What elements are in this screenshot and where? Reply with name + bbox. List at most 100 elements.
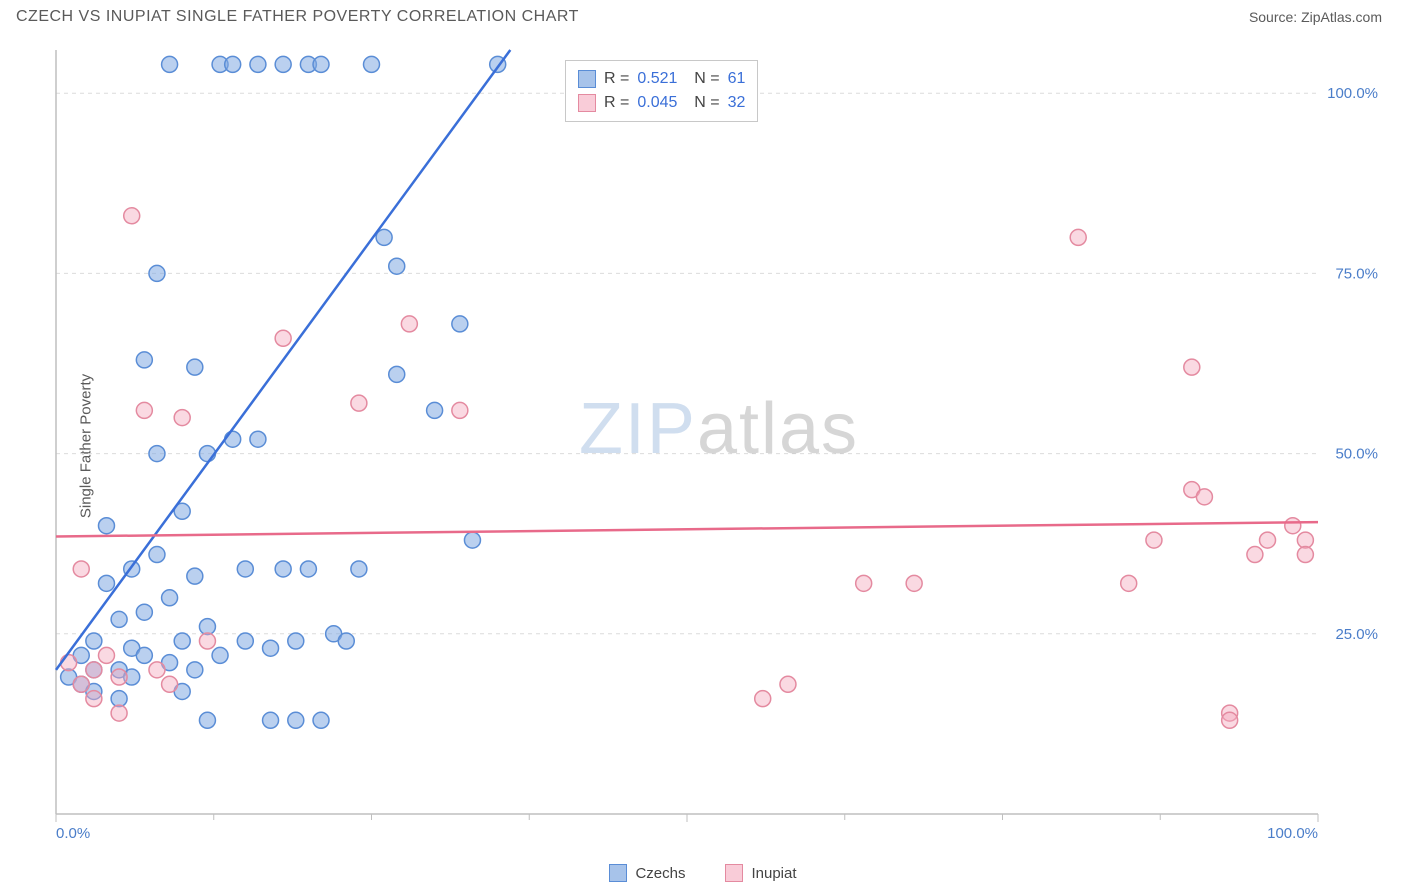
data-point (98, 647, 114, 663)
data-point (275, 56, 291, 72)
data-point (1222, 712, 1238, 728)
data-point (464, 532, 480, 548)
trend-line (56, 522, 1318, 536)
data-point (275, 561, 291, 577)
data-point (1184, 359, 1200, 375)
data-point (199, 712, 215, 728)
data-point (225, 431, 241, 447)
x-tick-label: 0.0% (56, 825, 90, 842)
swatch-pink-icon (578, 94, 596, 112)
data-point (174, 410, 190, 426)
data-point (906, 575, 922, 591)
y-tick-label: 25.0% (1335, 626, 1378, 643)
data-point (86, 691, 102, 707)
plot-svg: 25.0%50.0%75.0%100.0%0.0%100.0% (50, 46, 1388, 844)
data-point (389, 366, 405, 382)
scatter-plot: 25.0%50.0%75.0%100.0%0.0%100.0% ZIPatlas (50, 46, 1388, 844)
n-label: N = (685, 67, 719, 91)
source-attribution: Source: ZipAtlas.com (1249, 9, 1382, 25)
data-point (212, 647, 228, 663)
data-point (856, 575, 872, 591)
data-point (111, 691, 127, 707)
data-point (162, 676, 178, 692)
data-point (1146, 532, 1162, 548)
y-tick-label: 100.0% (1327, 85, 1378, 102)
data-point (401, 316, 417, 332)
data-point (288, 633, 304, 649)
data-point (263, 712, 279, 728)
data-point (1196, 489, 1212, 505)
data-point (288, 712, 304, 728)
data-point (275, 330, 291, 346)
data-point (149, 547, 165, 563)
r-value-czechs: 0.521 (637, 67, 677, 91)
data-point (73, 676, 89, 692)
data-point (452, 402, 468, 418)
stats-row-czechs: R = 0.521 N = 61 (578, 67, 745, 91)
data-point (452, 316, 468, 332)
data-point (111, 669, 127, 685)
legend-item-inupiat: Inupiat (725, 864, 796, 882)
data-point (1247, 547, 1263, 563)
data-point (313, 712, 329, 728)
n-value-czechs: 61 (728, 67, 746, 91)
data-point (1070, 229, 1086, 245)
swatch-pink-icon (725, 864, 743, 882)
data-point (136, 352, 152, 368)
data-point (1297, 532, 1313, 548)
data-point (174, 633, 190, 649)
data-point (149, 662, 165, 678)
legend-label-czechs: Czechs (635, 865, 685, 882)
source-link[interactable]: ZipAtlas.com (1301, 9, 1382, 25)
data-point (73, 561, 89, 577)
data-point (1297, 547, 1313, 563)
correlation-stats-box: R = 0.521 N = 61 R = 0.045 N = 32 (565, 60, 758, 122)
data-point (136, 402, 152, 418)
data-point (263, 640, 279, 656)
r-value-inupiat: 0.045 (637, 91, 677, 115)
data-point (86, 662, 102, 678)
legend-item-czechs: Czechs (609, 864, 685, 882)
y-tick-label: 50.0% (1335, 446, 1378, 463)
data-point (187, 662, 203, 678)
data-point (338, 633, 354, 649)
data-point (780, 676, 796, 692)
swatch-blue-icon (578, 70, 596, 88)
data-point (86, 633, 102, 649)
data-point (300, 561, 316, 577)
data-point (187, 568, 203, 584)
data-point (250, 431, 266, 447)
data-point (98, 575, 114, 591)
series-legend: Czechs Inupiat (0, 864, 1406, 882)
data-point (427, 402, 443, 418)
data-point (237, 633, 253, 649)
data-point (136, 604, 152, 620)
y-tick-label: 75.0% (1335, 265, 1378, 282)
data-point (111, 705, 127, 721)
data-point (755, 691, 771, 707)
data-point (162, 56, 178, 72)
data-point (111, 611, 127, 627)
data-point (1121, 575, 1137, 591)
data-point (225, 56, 241, 72)
data-point (237, 561, 253, 577)
legend-label-inupiat: Inupiat (751, 865, 796, 882)
data-point (199, 633, 215, 649)
stats-row-inupiat: R = 0.045 N = 32 (578, 91, 745, 115)
data-point (124, 208, 140, 224)
data-point (162, 590, 178, 606)
data-point (187, 359, 203, 375)
data-point (389, 258, 405, 274)
n-value-inupiat: 32 (728, 91, 746, 115)
data-point (1285, 518, 1301, 534)
source-label: Source: (1249, 9, 1301, 25)
data-point (351, 395, 367, 411)
data-point (136, 647, 152, 663)
data-point (149, 265, 165, 281)
data-point (199, 619, 215, 635)
n-label: N = (685, 91, 719, 115)
data-point (313, 56, 329, 72)
r-label: R = (604, 91, 629, 115)
data-point (351, 561, 367, 577)
data-point (98, 518, 114, 534)
